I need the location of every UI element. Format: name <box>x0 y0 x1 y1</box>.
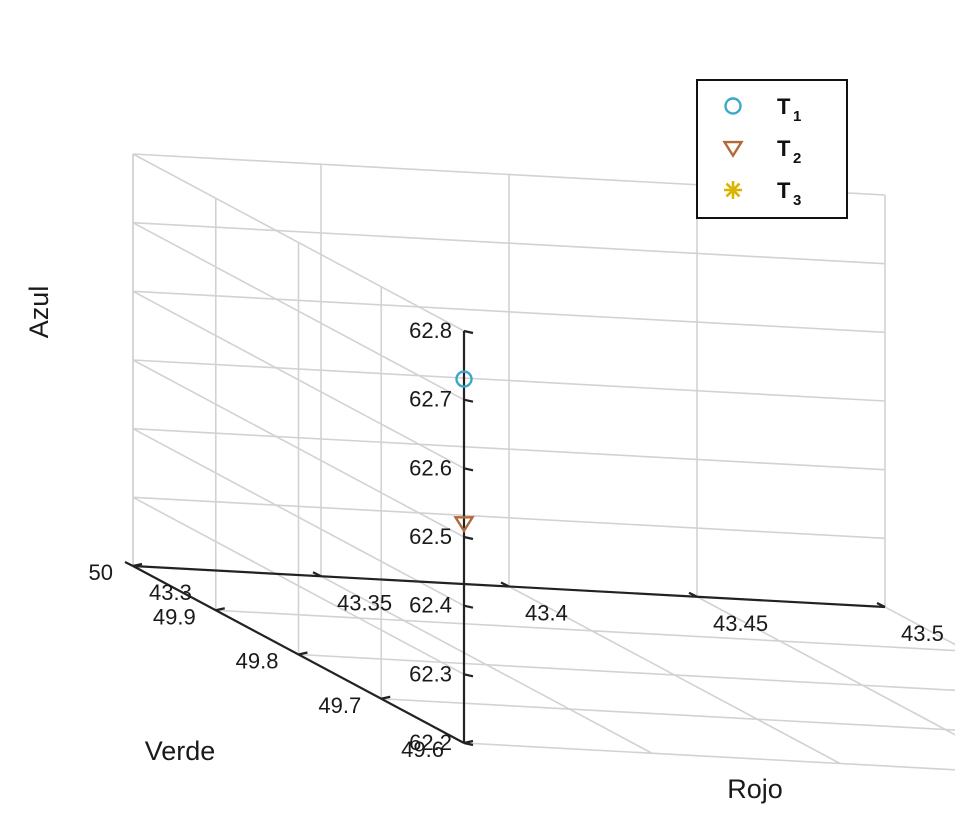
z-tick-mark <box>463 467 474 472</box>
z-tick-mark <box>463 535 474 541</box>
x-tick-label: 43.35 <box>337 590 392 615</box>
z-tick-mark <box>463 329 474 335</box>
y-tick-mark <box>381 695 391 700</box>
z-tick-label: 62.5 <box>409 524 452 549</box>
x-tick-label: 43.45 <box>713 611 768 636</box>
grid <box>132 153 955 771</box>
legend-subscript-t1: 1 <box>793 108 801 125</box>
data-point-t2 <box>453 516 475 534</box>
legend: T 1T 2T 3 <box>696 79 848 219</box>
x-tick-label: 43.3 <box>149 580 192 605</box>
grid-line-right-azul <box>132 221 886 265</box>
legend-label-t1: T <box>777 94 791 119</box>
y-tick-mark <box>298 651 308 656</box>
y-tick-label: 49.7 <box>318 693 361 718</box>
grid-line-floor-rojo <box>884 606 955 646</box>
z-tick-label: 62.2 <box>409 730 452 755</box>
z-tick-mark <box>463 398 474 403</box>
grid-line-left-azul <box>132 427 465 607</box>
z-tick-label: 62.3 <box>409 661 452 686</box>
x-tick-label: 43.4 <box>525 601 568 626</box>
y-tick-mark <box>132 562 143 568</box>
x-tick-mark <box>312 571 322 578</box>
data-points <box>453 370 475 534</box>
z-tick-label: 62.4 <box>409 593 452 618</box>
z-tick-mark <box>463 604 474 609</box>
grid-line-right-azul <box>132 359 886 402</box>
x-tick-label: 43.5 <box>901 621 944 646</box>
x-tick-mark <box>876 602 886 608</box>
y-tick-label: 49.9 <box>153 604 196 629</box>
grid-line-left-azul <box>132 290 465 470</box>
z-axis-label: Azul <box>24 286 54 339</box>
legend-marker-t3 <box>724 181 742 199</box>
y-tick-label: 50 <box>89 560 113 585</box>
legend-label-t3: T <box>777 178 791 203</box>
z-tick-label: 62.8 <box>409 318 452 343</box>
grid-line-left-azul <box>132 496 465 676</box>
grid-line-left-azul <box>132 221 465 401</box>
legend-box <box>696 79 848 219</box>
data-point-t1 <box>455 370 473 388</box>
y-tick-label: 49.6 <box>401 737 444 762</box>
x-tick-mark <box>124 561 134 567</box>
tick-labels: 62.2 62.3 62.4 62.5 62.6 62.7 62.8 49.6 49.7 49.8… <box>89 318 944 762</box>
y-tick-mark <box>463 739 474 745</box>
axes <box>124 329 886 747</box>
grid-line-left-azul <box>132 359 465 538</box>
legend-subscript-t2: 2 <box>793 150 801 167</box>
legend-marker-t1 <box>724 97 742 115</box>
y-tick-label: 49.8 <box>236 649 279 674</box>
grid-line-right-azul <box>132 290 886 334</box>
grid-line-left-azul <box>132 153 465 332</box>
x-axis-label: Rojo <box>727 774 783 804</box>
y-axis-label: Verde <box>145 736 216 766</box>
grid-line-right-azul <box>132 496 886 540</box>
grid-line-floor-verde <box>463 742 955 771</box>
z-tick-label: 62.6 <box>409 455 452 480</box>
y-tick-mark <box>215 607 225 612</box>
z-tick-label: 62.7 <box>409 387 452 412</box>
grid-line-floor-verde <box>381 697 955 731</box>
grid-line-floor-verde <box>215 609 955 652</box>
grid-line-right-azul <box>132 427 886 471</box>
x-tick-mark <box>500 581 510 588</box>
legend-subscript-t3: 3 <box>793 192 801 209</box>
legend-marker-t2 <box>722 140 744 158</box>
grid-line-floor-verde <box>298 653 955 692</box>
z-tick-mark <box>463 673 474 678</box>
x-tick-mark <box>688 591 698 598</box>
legend-label-t2: T <box>777 136 791 161</box>
